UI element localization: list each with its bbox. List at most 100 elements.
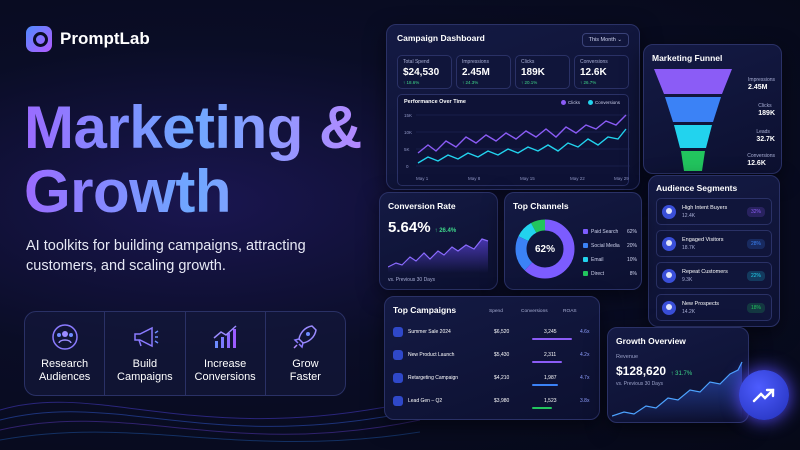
toolkit-label: Faster	[289, 371, 321, 383]
segment-count: 12.4K	[682, 212, 696, 219]
campaign-conversions-value: 1,523	[544, 398, 557, 404]
conversion-rate-card: Conversion Rate 5.64% ↑ 26.4% vs. Previou…	[379, 192, 498, 290]
hero-title-line2: Growth	[24, 158, 231, 225]
campaign-roas: 3.8x	[580, 398, 590, 404]
funnel-impressions: Impressions 2.45M	[748, 77, 775, 91]
campaign-name: Retargeting Campaign	[408, 375, 459, 381]
stats-row: Total Spend $24,530 ↑ 18.6% Impressions 2.4…	[397, 55, 629, 89]
audience-segment[interactable]: High Intent Buyers 12.4K 32%	[656, 198, 772, 225]
legend-clicks: Clicks	[560, 100, 580, 106]
x-tick: May 8	[468, 176, 481, 181]
campaign-icon	[393, 373, 403, 383]
rocket-icon	[293, 325, 318, 349]
toolkit-label: Conversions	[194, 371, 256, 383]
campaign-row[interactable]: Summer Sale 2024 $6,520 3,245 4.6x	[393, 323, 593, 341]
campaign-icon	[393, 396, 403, 406]
campaign-dashboard-card: Campaign Dashboard This Month ⌄ Total Sp…	[386, 24, 640, 190]
audience-segments-card: Audience Segments High Intent Buyers 12.4…	[648, 175, 780, 327]
channel-percent: 20%	[626, 243, 637, 249]
funnel-value: 32.7K	[756, 136, 775, 143]
funnel-conversions: Conversions 12.6K	[747, 153, 775, 167]
x-tick: May 29	[614, 176, 629, 181]
toolkit-increase-conversions[interactable]: Increase Conversions	[186, 312, 266, 395]
audience-segment[interactable]: Repeat Customers 9.3K 22%	[656, 262, 772, 289]
stat-label: Total Spend	[403, 59, 430, 65]
audience-list: High Intent Buyers 12.4K 32% Engaged Visito…	[656, 198, 772, 321]
stat-delta: ↑ 26.7%	[580, 80, 597, 85]
legend-label: Conversions	[594, 100, 620, 105]
column-header-conversions: Conversions	[521, 309, 548, 314]
campaign-name: Summer Sale 2024	[408, 329, 451, 335]
toolkit-label: Build	[132, 358, 158, 370]
conversion-bar	[532, 338, 572, 340]
funnel-graphic	[654, 69, 732, 171]
stat-value: 2.45M	[462, 67, 490, 78]
funnel-stage-leads	[674, 125, 712, 148]
channel-percent: 62%	[626, 229, 637, 235]
card-title: Top Campaigns	[393, 305, 457, 315]
campaign-spend: $6,520	[494, 329, 510, 335]
chart-legend: Clicks Conversions	[560, 100, 620, 106]
conversion-delta: ↑ 26.4%	[434, 228, 457, 234]
user-avatar-icon	[662, 236, 676, 251]
stat-delta: ↑ 24.3%	[462, 80, 479, 85]
card-title: Growth Overview	[616, 336, 686, 346]
campaign-conversions-value: 1,987	[544, 375, 557, 381]
chart-growth-icon	[213, 325, 237, 348]
toolkit-build-campaigns[interactable]: Build Campaigns	[105, 312, 186, 395]
segment-name: Repeat Customers	[682, 268, 728, 275]
user-avatar-icon	[662, 268, 676, 283]
donut-slice	[515, 219, 575, 279]
channel-name: Direct	[591, 271, 605, 277]
brand-logo[interactable]: PromptLab	[26, 26, 150, 52]
campaign-roas: 4.6x	[580, 329, 590, 335]
campaign-conversions: 1,523	[532, 398, 580, 409]
segment-name: Engaged Visitors	[682, 236, 724, 243]
conversion-bar	[532, 384, 559, 386]
channel-swatch	[583, 257, 588, 263]
user-avatar-icon	[662, 204, 676, 219]
audience-segment[interactable]: New Prospects 14.2K 18%	[656, 294, 772, 321]
stat-total-spend: Total Spend $24,530 ↑ 18.6%	[397, 55, 452, 89]
campaign-row[interactable]: Lead Gen – Q2 $3,980 1,523 3.8x	[393, 392, 593, 410]
campaign-icon	[393, 350, 403, 360]
channel-swatch	[583, 229, 588, 235]
toolkit-label: Campaigns	[117, 371, 173, 383]
funnel-leads: Leads 32.7K	[756, 129, 775, 143]
marketing-funnel-card: Marketing Funnel Impressions 2.45M Clicks…	[643, 44, 782, 174]
toolkit-grow-faster[interactable]: Grow Faster	[266, 312, 345, 395]
funnel-label: Conversions	[747, 153, 775, 159]
segment-percent: 18%	[746, 302, 765, 313]
period-dropdown[interactable]: This Month ⌄	[581, 33, 629, 47]
column-header-roas: ROAS	[563, 309, 577, 314]
funnel-value: 12.6K	[747, 160, 766, 167]
channel-item: Social Media 20%	[583, 243, 637, 249]
channel-swatch	[583, 271, 588, 277]
channel-percent: 8%	[629, 271, 637, 277]
funnel-value: 2.45M	[748, 84, 768, 91]
toolkit-label: Research	[41, 358, 89, 370]
campaign-conversions: 1,987	[532, 375, 580, 386]
segment-percent: 32%	[746, 206, 765, 217]
y-tick: 0	[406, 164, 409, 169]
funnel-stage-clicks	[665, 97, 721, 122]
donut-slice	[515, 219, 575, 279]
hero-title-line1: Marketing &	[24, 94, 362, 161]
conversion-sparkline	[388, 238, 489, 273]
campaign-spend: $4,210	[494, 375, 510, 381]
campaign-name: Lead Gen – Q2	[408, 398, 443, 404]
toolkit-research-audiences[interactable]: Research Audiences	[25, 312, 106, 395]
funnel-stage-impressions	[654, 69, 732, 94]
audience-segment[interactable]: Engaged Visitors 18.7K 28%	[656, 230, 772, 257]
stat-delta: ↑ 18.6%	[403, 80, 420, 85]
legend-label: Clicks	[567, 100, 580, 105]
stat-label: Impressions	[462, 59, 489, 65]
campaign-row[interactable]: New Product Launch $5,430 2,311 4.2x	[393, 346, 593, 364]
stat-value: $24,530	[403, 67, 440, 78]
funnel-clicks: Clicks 189K	[758, 103, 775, 117]
performance-plot: 15K 10K 5K 0 May 1 May 8 May 15 May 22 M…	[404, 113, 630, 181]
campaign-roas: 4.7x	[580, 375, 590, 381]
campaign-row[interactable]: Retargeting Campaign $4,210 1,987 4.7x	[393, 369, 593, 387]
funnel-stage-conversions	[681, 151, 705, 171]
segment-percent: 28%	[746, 238, 765, 249]
